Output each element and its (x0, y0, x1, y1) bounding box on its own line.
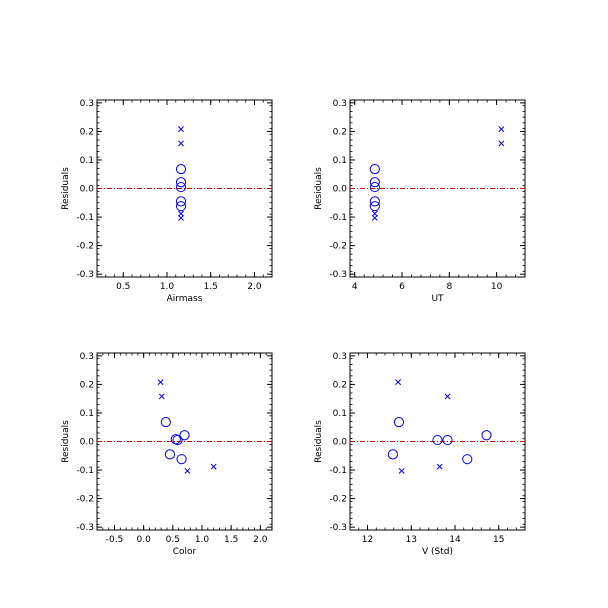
y-axis-title: Residuals (314, 167, 324, 210)
x-tick-label: 0.5 (166, 535, 180, 545)
y-tick-label: -0.2 (76, 495, 94, 505)
y-tick-label: -0.2 (329, 495, 347, 505)
circle-marker (369, 163, 380, 175)
y-tick-label: -0.2 (329, 242, 347, 252)
circle-marker (369, 201, 380, 212)
y-tick-label: 0.0 (333, 185, 348, 195)
x-axis-title: Color (173, 547, 197, 557)
y-tick-label: 0.2 (80, 380, 94, 390)
circle-marker (432, 434, 443, 446)
y-tick-label: 0.2 (333, 127, 347, 137)
x-tick-label: 6 (399, 282, 405, 292)
cross-marker (395, 379, 402, 386)
y-tick-label: 0.3 (333, 99, 347, 109)
x-tick-label: 14 (449, 535, 461, 545)
circle-marker (172, 434, 183, 446)
cross-marker (178, 126, 184, 133)
circle-marker (393, 416, 405, 428)
y-tick-label: 0.1 (80, 156, 94, 166)
cross-marker (498, 126, 505, 133)
cross-marker (436, 463, 443, 470)
cross-marker (178, 214, 184, 221)
y-tick-label: -0.1 (76, 466, 94, 476)
y-tick-label: 0.0 (333, 438, 348, 448)
circle-marker (369, 181, 380, 193)
cross-marker (498, 140, 505, 147)
y-tick-label: -0.3 (329, 270, 347, 280)
x-tick-label: 8 (446, 282, 452, 292)
circle-marker (179, 430, 190, 441)
x-tick-label: 0.5 (116, 282, 130, 292)
circle-marker (175, 196, 187, 207)
cross-marker (371, 210, 378, 217)
x-tick-label: 1.5 (224, 535, 238, 545)
panel-color: -0.3 -0.2 -0.1 0.0 0.1 0.2 0.3 -0.5 0.0 0.5 1.0 1.5… (61, 352, 273, 557)
circle-marker (462, 454, 473, 465)
circle-marker (175, 181, 187, 193)
y-axis-title: Residuals (61, 167, 71, 210)
cross-marker (444, 393, 451, 400)
circle-marker (175, 177, 187, 188)
y-tick-label: -0.3 (76, 523, 94, 533)
y-tick-label: -0.3 (76, 270, 94, 280)
x-tick-label: 10 (491, 282, 503, 292)
y-tick-label: 0.1 (80, 409, 94, 419)
y-tick-label: 0.0 (80, 185, 95, 195)
y-tick-label: 0.3 (80, 352, 94, 362)
y-tick-label: 0.1 (333, 156, 347, 166)
panel-ut: -0.3 -0.2 -0.1 0.0 0.1 0.2 0.3 4 6 8 10 UT Residuals (314, 99, 526, 304)
circle-marker (387, 449, 398, 460)
cross-marker (178, 210, 184, 217)
cross-marker (158, 393, 165, 400)
x-axis-title: V (Std) (422, 547, 453, 557)
cross-marker (371, 214, 378, 221)
cross-marker (157, 379, 164, 386)
panel-v-std: -0.3 -0.2 -0.1 0.0 0.1 0.2 0.3 12 13 14 15 V (Std) R… (314, 352, 526, 557)
y-tick-label: 0.3 (80, 99, 94, 109)
circle-marker (369, 196, 380, 207)
x-tick-label: 2.0 (247, 282, 262, 292)
y-axis-title: Residuals (61, 420, 71, 463)
circle-marker (175, 163, 187, 175)
circle-marker (369, 177, 380, 188)
cross-marker (184, 467, 191, 474)
y-axis-title: Residuals (314, 420, 324, 463)
y-tick-label: 0.0 (80, 438, 95, 448)
y-tick-label: -0.3 (329, 523, 347, 533)
circle-marker (176, 454, 187, 465)
x-axis-title: UT (431, 294, 444, 304)
y-tick-label: 0.3 (333, 352, 347, 362)
cross-marker (178, 140, 184, 147)
y-tick-label: 0.2 (80, 127, 94, 137)
panel-airmass: -0.3 -0.2 -0.1 0.0 0.1 0.2 0.3 0.5 1.0 1.5 2.0 Airm… (61, 99, 273, 304)
x-tick-label: 15 (493, 535, 504, 545)
x-tick-label: 2.0 (253, 535, 268, 545)
y-tick-label: -0.2 (76, 242, 94, 252)
x-tick-label: 1.5 (204, 282, 218, 292)
y-tick-label: -0.1 (76, 213, 94, 223)
x-tick-label: 0.0 (137, 535, 152, 545)
circle-marker (481, 430, 492, 441)
y-tick-label: 0.2 (333, 380, 347, 390)
y-tick-label: -0.1 (329, 213, 347, 223)
cross-marker (210, 463, 217, 470)
cross-marker (398, 467, 405, 474)
circle-marker (160, 416, 171, 428)
x-tick-label: 13 (406, 535, 417, 545)
x-tick-label: 4 (352, 282, 358, 292)
x-tick-label: -0.5 (106, 535, 124, 545)
x-tick-label: 1.0 (195, 535, 210, 545)
circle-marker (170, 434, 181, 445)
circle-marker (442, 434, 453, 446)
x-axis-title: Airmass (167, 294, 203, 304)
circle-marker (175, 201, 187, 212)
y-tick-label: 0.1 (333, 409, 347, 419)
circle-marker (164, 449, 176, 460)
x-tick-label: 12 (362, 535, 373, 545)
y-tick-label: -0.1 (329, 466, 347, 476)
x-tick-label: 1.0 (160, 282, 175, 292)
